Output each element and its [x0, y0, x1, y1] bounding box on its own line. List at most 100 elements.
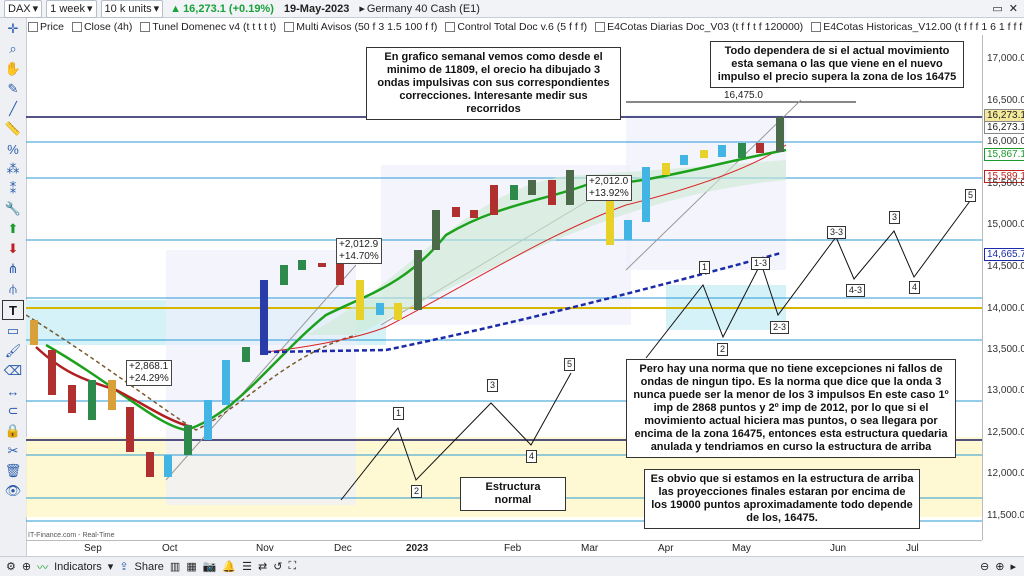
- indicator-label: Tunel Domenec v4 (t t t t t): [152, 21, 277, 33]
- indicator-label: Close (4h): [83, 21, 133, 33]
- replay-icon[interactable]: ↺: [273, 561, 283, 573]
- eye-icon[interactable]: 👁: [4, 483, 22, 498]
- wave-label: 4-3: [846, 284, 866, 297]
- symbol-label: DAX: [8, 2, 31, 15]
- indicators-button[interactable]: Indicators: [54, 560, 102, 573]
- scissors-icon[interactable]: ✂: [7, 443, 19, 458]
- share-icon[interactable]: ⇪: [119, 561, 129, 573]
- note-normal-structure[interactable]: Estructura normal: [460, 477, 566, 511]
- indicator-item[interactable]: Control Total Doc v.6 (5 f f f): [445, 21, 587, 33]
- checkbox-icon[interactable]: [71, 22, 82, 32]
- pencil-icon[interactable]: ✎: [7, 81, 19, 96]
- checkbox-icon[interactable]: [140, 22, 151, 32]
- time-axis[interactable]: Sep Oct Nov Dec 2023 Feb Mar Apr May Jun…: [26, 540, 982, 557]
- wave-label: 4: [526, 450, 538, 463]
- checkbox-icon[interactable]: [28, 22, 38, 32]
- note-projection[interactable]: Es obvio que si estamos en la estructura…: [644, 469, 920, 529]
- candle: [222, 360, 230, 405]
- level-label: 16,475.0: [724, 90, 763, 101]
- wave-label: 3: [487, 379, 499, 392]
- ruler-icon[interactable]: 📏: [4, 121, 22, 136]
- list-icon[interactable]: ☰: [242, 561, 252, 573]
- settings-icon[interactable]: ⚙: [6, 561, 16, 573]
- interval-select[interactable]: 1 week ▾: [46, 0, 97, 18]
- compare-icon[interactable]: ⇄: [258, 561, 268, 573]
- text-icon[interactable]: T: [2, 300, 24, 320]
- pattern-icon[interactable]: ⁂: [6, 161, 20, 176]
- candle: [566, 170, 574, 205]
- channel-icon[interactable]: ⁑: [9, 181, 17, 196]
- measure-icon[interactable]: ↔: [6, 383, 20, 399]
- zoom-in-icon[interactable]: ⊕: [995, 561, 1005, 573]
- checkbox-icon[interactable]: [595, 22, 606, 32]
- indicator-item[interactable]: Close (4h): [71, 21, 133, 33]
- candle: [336, 260, 344, 285]
- wrench-icon[interactable]: 🔧: [4, 201, 22, 216]
- note-wave-rule[interactable]: Pero hay una norma que no tiene excepcio…: [626, 359, 956, 458]
- layout-icon[interactable]: ▦: [186, 561, 197, 573]
- bell-icon[interactable]: 🔔: [222, 561, 237, 573]
- scroll-right-icon[interactable]: ▸: [1010, 561, 1016, 573]
- x-tick: Sep: [84, 543, 102, 554]
- close-icon[interactable]: ✕: [1008, 3, 1018, 15]
- candle: [662, 163, 670, 175]
- indicator-item[interactable]: E4Cotas Historicas_V12.00 (t f f f 1 6 1…: [811, 21, 1024, 33]
- measure-percent: +24.29%: [129, 373, 169, 384]
- y-tick: 17,000.0: [987, 53, 1024, 64]
- price-tag-red: 15,589.1: [984, 170, 1024, 183]
- share-button[interactable]: Share: [134, 560, 164, 573]
- price-change: ▲ 16,273.1 (+0.19%): [167, 1, 277, 17]
- candle: [260, 280, 268, 355]
- zoom-icon[interactable]: ⌕: [9, 41, 17, 56]
- bottom-toolbar: ⚙ ⊕ 〰 Indicators ▾ ⇪ Share ▥ ▦ 📷 🔔 ☰ ⇄ ↺…: [0, 556, 1024, 576]
- indicator-item[interactable]: E4Cotas Diarias Doc_V03 (t f f t f 12000…: [595, 21, 803, 33]
- indicators-icon[interactable]: 〰: [37, 561, 49, 574]
- crosshair-icon[interactable]: ✛: [7, 21, 19, 36]
- symbol-select[interactable]: DAX ▾: [4, 0, 43, 18]
- candle: [204, 400, 212, 440]
- chevron-down-icon[interactable]: ▾: [107, 561, 114, 573]
- wave-label: 1: [699, 261, 711, 274]
- shapes-icon[interactable]: ▭: [6, 323, 20, 338]
- lock-icon[interactable]: 🔒: [4, 423, 22, 438]
- add-icon[interactable]: ⊕: [21, 561, 32, 573]
- indicator-item[interactable]: Price: [28, 21, 64, 33]
- candle: [88, 380, 96, 420]
- camera-icon[interactable]: 📷: [202, 561, 217, 573]
- brush-icon[interactable]: 🖌: [4, 343, 22, 358]
- wave-label: 3: [889, 211, 901, 224]
- checkbox-icon[interactable]: [284, 22, 295, 32]
- eraser-icon[interactable]: ⌫: [3, 363, 23, 378]
- candle: [738, 143, 746, 158]
- x-tick: Apr: [658, 543, 674, 554]
- fibonacci-icon[interactable]: %: [7, 141, 19, 157]
- arrow-up-icon[interactable]: ⬆: [7, 221, 19, 236]
- note-16475-dependency[interactable]: Todo dependera de si el actual movimient…: [710, 41, 964, 88]
- note-waves-description[interactable]: En grafico semanal vemos como desde el m…: [366, 47, 621, 120]
- magnet-icon[interactable]: ⊂: [7, 403, 19, 418]
- units-select[interactable]: 10 k units ▾: [100, 0, 164, 18]
- minimize-icon[interactable]: ▭: [992, 3, 1003, 15]
- checkbox-icon[interactable]: [445, 22, 456, 32]
- x-tick: Dec: [334, 543, 352, 554]
- trash-icon[interactable]: 🗑: [4, 463, 22, 478]
- candle: [164, 455, 172, 477]
- indicator-item[interactable]: Tunel Domenec v4 (t t t t t): [140, 21, 276, 33]
- instrument-label: ▸ Germany 40 Cash (E1): [356, 1, 483, 17]
- price-axis[interactable]: 17,000.0 16,500.0 16,273.1 16,273.1 16,0…: [982, 35, 1024, 540]
- chart-type-icon[interactable]: ▥: [169, 561, 181, 573]
- fullscreen-icon[interactable]: ⛶: [288, 560, 297, 572]
- pitchfork-icon[interactable]: ⫛: [9, 281, 17, 296]
- price-chart[interactable]: +2,868.1 +24.29% +2,012.9 +14.70% +2,012.0…: [26, 35, 982, 540]
- hand-icon[interactable]: ✋: [4, 61, 22, 76]
- line-icon[interactable]: ╱: [9, 101, 17, 116]
- indicator-item[interactable]: Multi Avisos (50 f 3 1.5 100 f f): [284, 21, 437, 33]
- zoom-out-icon[interactable]: ⊖: [980, 561, 990, 573]
- measure-points: +2,868.1: [129, 361, 169, 372]
- measure-percent: +14.70%: [339, 251, 379, 262]
- candle: [242, 347, 250, 362]
- fork-icon[interactable]: ⋔: [7, 261, 19, 276]
- checkbox-icon[interactable]: [811, 22, 822, 32]
- arrow-down-icon[interactable]: ⬇: [7, 241, 19, 256]
- candle: [718, 145, 726, 157]
